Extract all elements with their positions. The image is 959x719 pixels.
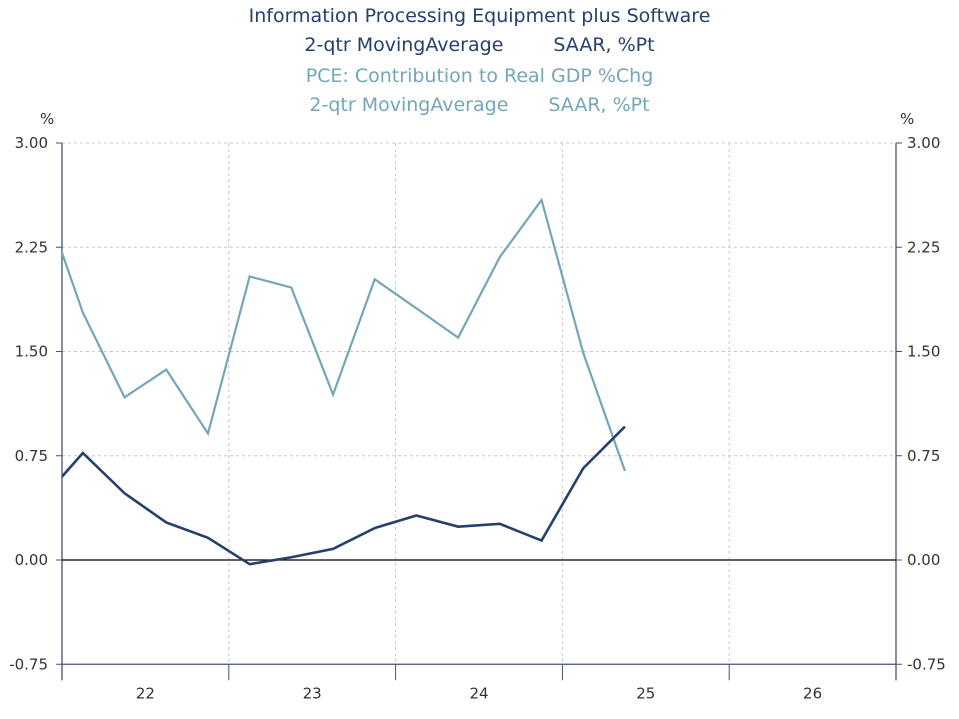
y-tick-label-left: 3.00 <box>15 134 48 152</box>
subtitle-series2: 2-qtr MovingAverage SAAR, %Pt <box>0 91 959 120</box>
subtitle-series1: 2-qtr MovingAverage SAAR, %Pt <box>0 31 959 60</box>
x-tick-label: 26 <box>803 684 822 702</box>
x-tick-label: 25 <box>636 684 655 702</box>
y-tick-label-right: 0.75 <box>907 447 940 465</box>
y-tick-label-left: 1.50 <box>15 343 48 361</box>
subtitle-series2-ma: 2-qtr MovingAverage <box>309 94 509 116</box>
y-axis-label-left: % <box>40 110 54 128</box>
y-tick-label-right: 1.50 <box>907 343 940 361</box>
y-tick-label-right: 2.25 <box>907 238 940 256</box>
y-tick-label-left: 0.00 <box>15 551 48 569</box>
y-tick-label-right: 3.00 <box>907 134 940 152</box>
x-tick-label: 22 <box>136 684 155 702</box>
x-tick-label: 23 <box>303 684 322 702</box>
x-tick-label: 24 <box>469 684 488 702</box>
y-tick-label-right: -0.75 <box>907 655 946 673</box>
series-line-2 <box>62 197 626 472</box>
title-series1: Information Processing Equipment plus So… <box>248 5 711 27</box>
subtitle-series2-units: SAAR, %Pt <box>548 94 650 116</box>
y-axis-label-right: % <box>900 110 914 128</box>
subtitle-series1-units: SAAR, %Pt <box>553 34 655 56</box>
y-tick-label-left: 2.25 <box>15 238 48 256</box>
y-tick-label-right: 0.00 <box>907 551 940 569</box>
y-tick-label-left: -0.75 <box>9 655 48 673</box>
series-line-1 <box>62 425 626 566</box>
y-tick-label-left: 0.75 <box>15 447 48 465</box>
subtitle-series1-ma: 2-qtr MovingAverage <box>304 34 504 56</box>
title-series2: PCE: Contribution to Real GDP %Chg <box>305 65 654 87</box>
